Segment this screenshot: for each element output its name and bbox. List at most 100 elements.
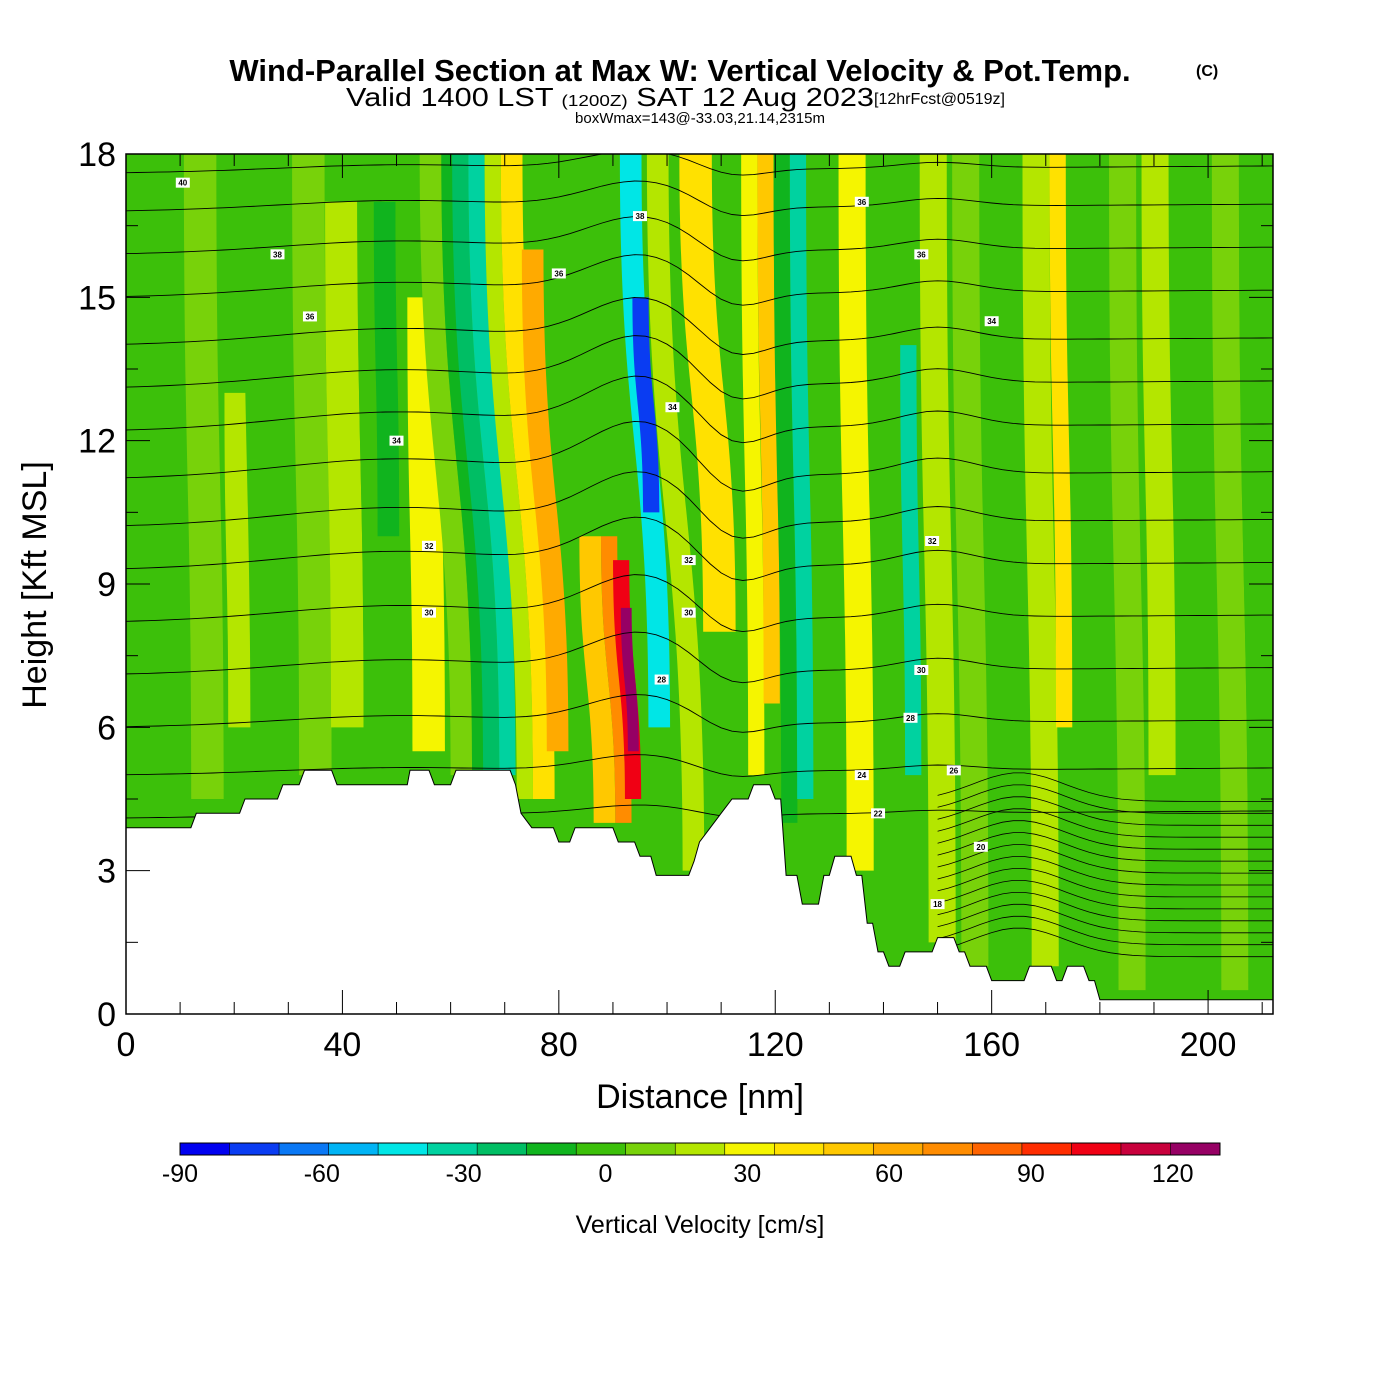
contour-label-box [421, 607, 436, 618]
velocity-band [484, 154, 533, 799]
contour-label: 28 [654, 674, 669, 685]
contour-label-text: 32 [928, 537, 937, 546]
contour-label: 26 [946, 765, 961, 776]
box-wmax-note: boxWmax=143@-33.03,21.14,2315m [575, 110, 825, 127]
colorbar-swatch [427, 1143, 478, 1155]
axis-ticks [125, 153, 1273, 1015]
contour-label-text: 36 [554, 269, 563, 278]
contour-label-text: 26 [949, 766, 958, 775]
contour-label-box [632, 211, 647, 222]
contour-label-box [665, 402, 680, 413]
colorbar-tick-label: 30 [733, 1160, 761, 1188]
colorbar-swatch [625, 1143, 676, 1155]
velocity-band [1211, 154, 1249, 991]
contour-label-text: 32 [425, 542, 434, 551]
colorbar-tick-label: 120 [1152, 1160, 1194, 1188]
theta-contour-line [937, 808, 1273, 838]
y-tick-label: 0 [97, 996, 116, 1034]
contour-label-text: 22 [874, 809, 883, 818]
y-tick-labels: 0 3 6 9 12 15 18 [78, 136, 116, 1034]
colorbar-swatch [328, 1143, 379, 1155]
contour-labels: 40 38 36 34 32 30 38 36 34 32 30 28 36 36 34 32 30 28 26 24… [175, 177, 999, 910]
colorbar-swatch [229, 1143, 280, 1155]
colorbar-tick-label: -60 [304, 1160, 340, 1188]
plot-area: 40 38 36 34 32 30 38 36 34 32 30 28 36 36 34 32 30 28 26 24… [126, 154, 1273, 1014]
velocity-band [838, 154, 874, 871]
contour-label: 36 [302, 311, 317, 322]
contour-label-text: 36 [917, 250, 926, 259]
colorbar-swatch [576, 1143, 627, 1155]
velocity-band [1022, 154, 1059, 967]
contour-label-text: 36 [305, 312, 314, 321]
theta-contour-line [937, 856, 1273, 886]
velocity-band [1173, 154, 1216, 967]
velocity-band [325, 201, 364, 728]
velocity-band [984, 154, 1027, 967]
colorbar-label: Vertical Velocity [cm/s] [576, 1211, 825, 1239]
y-tick-label: 18 [78, 136, 116, 174]
potential-temperature-contours [126, 154, 1273, 958]
velocity-band [441, 154, 489, 771]
y-tick-label: 6 [97, 709, 116, 747]
contour-label: 34 [665, 402, 680, 413]
theta-contour-line [937, 903, 1273, 934]
theta-contour-line [126, 516, 1273, 581]
colorbar-swatch [675, 1143, 726, 1155]
contour-label-box [854, 770, 869, 781]
contour-label-text: 28 [657, 676, 666, 685]
theta-contour-line [937, 796, 1273, 826]
contour-label-text: 38 [636, 212, 645, 221]
contour-label: 30 [914, 665, 929, 675]
colorbar-swatch [873, 1143, 924, 1155]
theta-contour-line [126, 631, 1273, 684]
theta-contour-line [126, 754, 1273, 777]
theta-contour-line [937, 820, 1273, 850]
contour-label-box [854, 196, 869, 207]
contour-label: 32 [681, 555, 696, 566]
colorbar-frame [179, 1142, 1221, 1156]
theta-contour-line [937, 880, 1273, 910]
velocity-band [601, 536, 632, 823]
contour-label-text: 34 [668, 403, 677, 412]
contour-label-box [681, 555, 696, 566]
contour-label-text: 18 [933, 900, 942, 909]
chart-subtitle: Valid 1400 LST (1200Z) SAT 12 Aug 2023 [346, 82, 874, 112]
theta-contour-line [126, 420, 1273, 492]
colorbar-tick-label: 0 [599, 1160, 613, 1188]
colorbar-swatch [180, 1143, 231, 1155]
colorbar-swatch [477, 1143, 528, 1155]
x-tick-labels: 0 40 80 120 160 200 [117, 1026, 1237, 1064]
contour-label: 34 [984, 316, 999, 327]
contour-label-box [914, 665, 929, 675]
velocity-band [679, 154, 736, 632]
contour-label: 36 [551, 268, 566, 279]
velocity-band [871, 154, 902, 943]
colorbar-swatch [1021, 1143, 1072, 1155]
contour-label-box [654, 674, 669, 685]
contour-label-box [270, 249, 285, 260]
theta-contour-line [937, 784, 1273, 814]
contour-label-box [930, 899, 945, 910]
velocity-band [1238, 154, 1271, 991]
theta-contour-line [126, 375, 1273, 444]
contour-label: 38 [632, 211, 647, 222]
contour-label: 20 [973, 841, 988, 852]
colorbar-swatch [823, 1143, 874, 1155]
contour-label-text: 36 [857, 198, 866, 207]
colorbar-swatch [1071, 1143, 1122, 1155]
colorbar-tick-label: -90 [162, 1160, 198, 1188]
contour-label-box [681, 607, 696, 618]
colorbar-tick-label: 60 [875, 1160, 903, 1188]
theta-contour-line [937, 772, 1273, 802]
contour-label: 36 [914, 249, 929, 260]
contour-label-box [914, 249, 929, 260]
contour-label: 32 [421, 540, 436, 551]
contour-label-box [925, 536, 940, 546]
theta-contour-line [937, 927, 1273, 958]
velocity-band [646, 154, 705, 871]
theta-contour-line [937, 868, 1273, 898]
velocity-band [1049, 154, 1073, 728]
contour-label: 36 [854, 196, 869, 207]
contour-label-box [551, 268, 566, 279]
